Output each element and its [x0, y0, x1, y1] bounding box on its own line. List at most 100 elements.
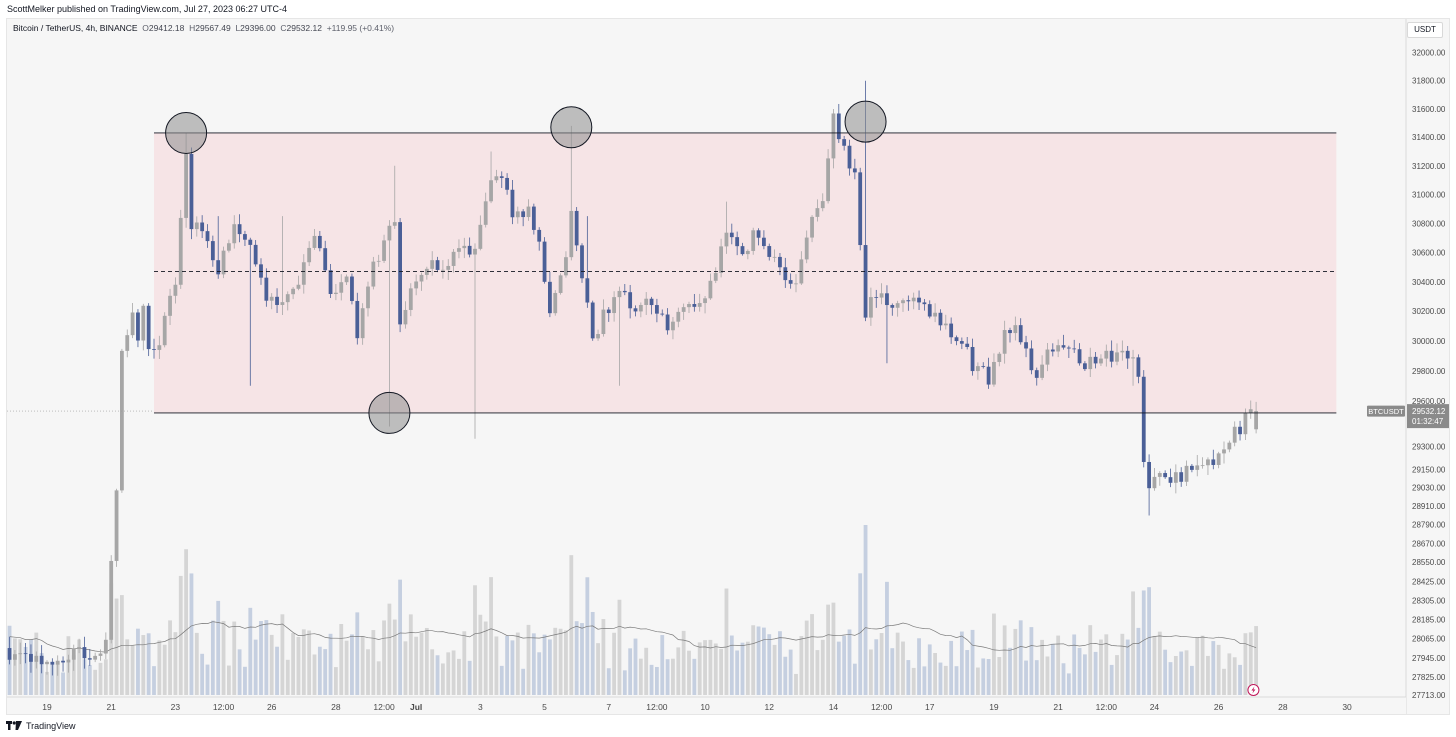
volume-bar [344, 640, 349, 695]
volume-bar [430, 649, 435, 695]
volume-bar [1029, 627, 1034, 695]
touch-circle [165, 111, 208, 154]
candle-body [869, 297, 873, 318]
candle-body [1088, 356, 1093, 370]
time-tick-label: 12 [765, 702, 775, 712]
volume-bar [617, 599, 622, 695]
touch-circle [550, 106, 593, 149]
price-tick-label: 30000.00 [1412, 337, 1446, 346]
candle-body [82, 647, 87, 659]
candle-body [103, 639, 108, 654]
time-tick-label: 19 [42, 702, 52, 712]
volume-bar [398, 579, 402, 695]
candle-body [462, 245, 467, 249]
volume-bar [585, 577, 590, 695]
candle-body [1179, 472, 1184, 482]
chart-pane[interactable]: 32000.00 31800.00 31600.00 31400.00 31200.00… [6, 18, 1450, 715]
candle-body [366, 286, 370, 309]
close-value: 29532.12 [286, 23, 322, 33]
volume-bar [863, 525, 868, 695]
volume-bar [992, 613, 996, 695]
volume-bar [312, 654, 317, 695]
price-tick-label: 28550.00 [1412, 558, 1446, 567]
volume-bar [922, 666, 927, 695]
volume-bar [435, 655, 440, 695]
candle-body [23, 653, 28, 655]
volume-bar [831, 602, 836, 695]
volume-bar [114, 598, 119, 695]
volume-bar [419, 632, 424, 695]
volume-bar [355, 612, 360, 695]
candle-body [558, 275, 563, 293]
candle-body [1157, 473, 1162, 477]
candle-body [45, 661, 49, 665]
volume-bar [778, 631, 782, 695]
volume-bar [1179, 651, 1184, 695]
volume-bar [804, 620, 809, 695]
volume-bar [890, 648, 895, 695]
volume-bar [1232, 657, 1237, 695]
candle-body [847, 145, 852, 169]
volume-bar [943, 665, 948, 695]
candle-body [515, 211, 520, 218]
candle-body [697, 303, 702, 307]
volume-bar [1104, 634, 1109, 695]
price-chart[interactable]: 32000.00 31800.00 31600.00 31400.00 31200.00… [7, 19, 1450, 715]
candle-body [606, 309, 611, 314]
low-value: 29396.00 [240, 23, 276, 33]
volume-bar [933, 653, 937, 695]
currency-button[interactable]: USDT [1407, 22, 1443, 38]
candle-body [494, 176, 499, 181]
candle-body [1109, 350, 1114, 362]
price-tick-label: 27825.00 [1412, 673, 1446, 682]
candle-body [93, 655, 98, 660]
candle-body [858, 172, 863, 246]
time-tick-label: 7 [606, 702, 611, 712]
candle-body [200, 222, 205, 232]
candle-body [403, 309, 408, 325]
candle-body [1168, 477, 1173, 483]
volume-bar [403, 641, 408, 695]
volume-bar [917, 638, 921, 695]
volume-bar [280, 614, 285, 695]
time-tick-label: 12:00 [213, 702, 235, 712]
candle-body [622, 290, 627, 293]
candle-body [874, 297, 879, 298]
candle-body [291, 288, 295, 295]
candle-body [168, 295, 172, 316]
price-tick-label: 27945.00 [1412, 654, 1446, 663]
change-value: +119.95 (+0.41%) [326, 23, 395, 33]
candle-body [692, 304, 697, 307]
volume-bar [724, 588, 729, 695]
candle-body [676, 311, 681, 322]
tradingview-logo[interactable]: TradingView [6, 721, 76, 731]
volume-bar [1109, 664, 1114, 695]
candle-body [1152, 476, 1157, 489]
candle-body [408, 288, 413, 310]
volume-bar [810, 614, 814, 695]
candle-body [1206, 459, 1210, 466]
volume-bar [178, 575, 183, 695]
candle-body [1227, 442, 1232, 450]
candle-body [419, 274, 424, 282]
volume-bar [976, 667, 980, 695]
volume-bar [441, 663, 445, 695]
volume-bar [633, 638, 638, 695]
candle-body [992, 361, 996, 385]
volume-bar [1248, 632, 1253, 695]
volume-bar [87, 665, 92, 695]
candle-body [1141, 376, 1146, 462]
candle-body [1248, 409, 1253, 413]
price-axis-bg [1406, 19, 1449, 714]
candle-body [671, 321, 675, 331]
symbol-name[interactable]: Bitcoin / TetherUS, 4h, BINANCE [13, 23, 138, 33]
time-tick-label: 26 [1214, 702, 1224, 712]
volume-bar [473, 585, 477, 695]
volume-bar [772, 644, 777, 695]
candle-body [1040, 364, 1044, 378]
candle-body [1200, 465, 1205, 467]
candle-body [911, 297, 916, 302]
price-tick-label: 31200.00 [1412, 162, 1446, 171]
price-tick-label: 29800.00 [1412, 367, 1446, 376]
price-tick-label: 28185.00 [1412, 616, 1446, 625]
